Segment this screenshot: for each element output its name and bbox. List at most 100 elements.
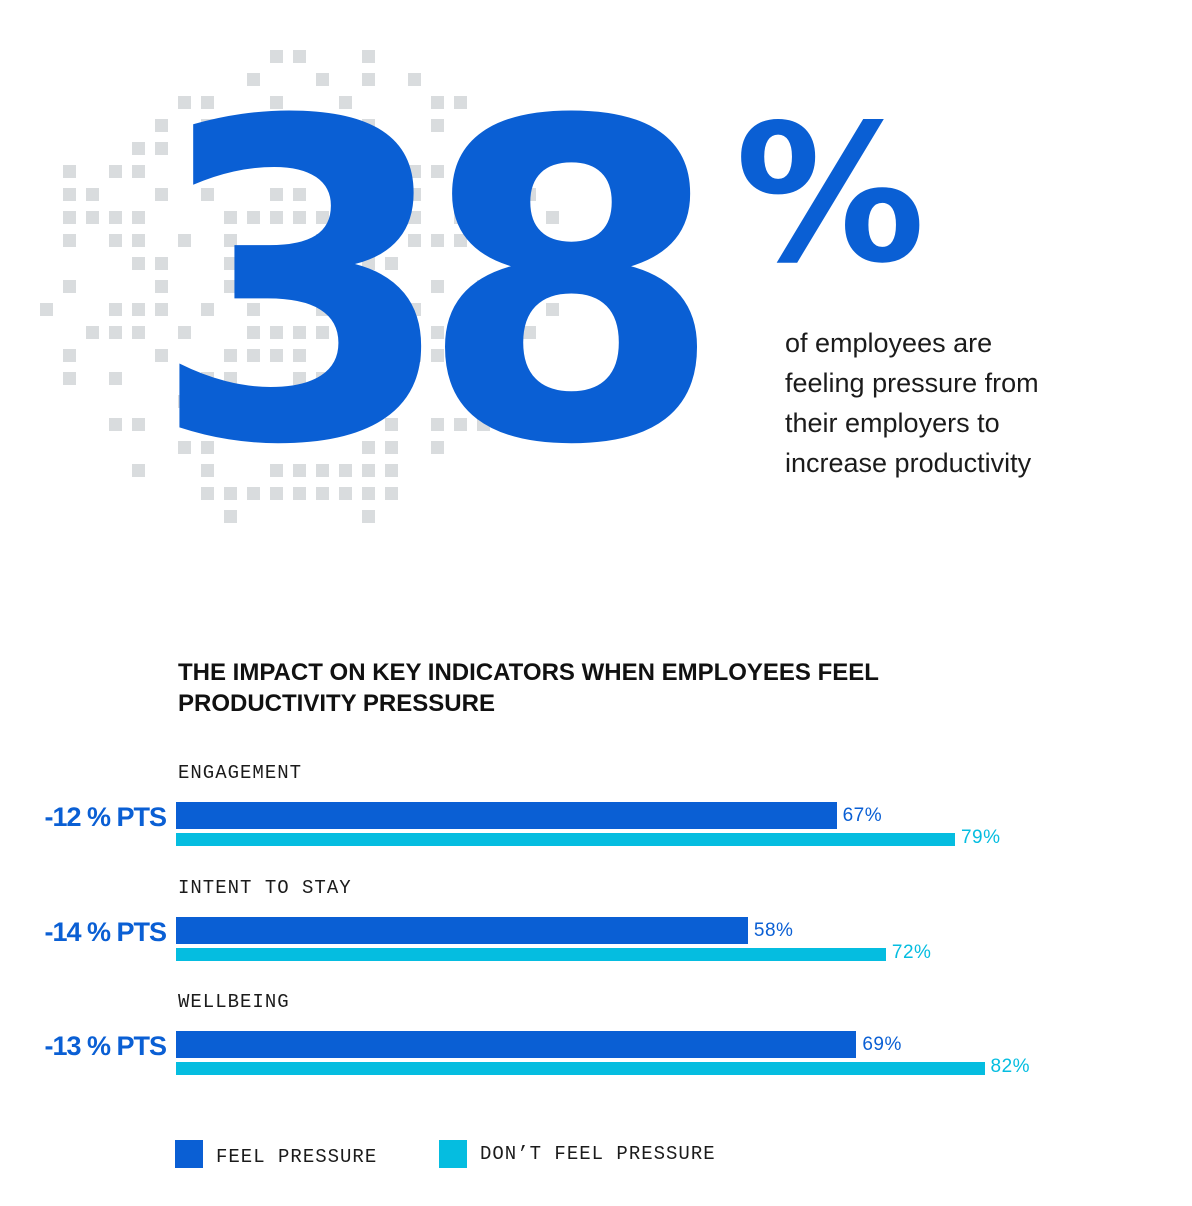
pixel-square [132, 326, 145, 339]
pixel-square [316, 280, 329, 293]
pixel-square [63, 211, 76, 224]
pixel-square [178, 395, 191, 408]
pixel-square [362, 73, 375, 86]
pixel-square [270, 96, 283, 109]
pixel-square [155, 142, 168, 155]
pixel-square [224, 349, 237, 362]
pixel-square [293, 395, 306, 408]
pixel-square [454, 349, 467, 362]
pixel-square [316, 303, 329, 316]
pixel-square [339, 165, 352, 178]
pixel-square [109, 418, 122, 431]
pixel-square [293, 119, 306, 132]
pixel-square [178, 234, 191, 247]
pixel-square [339, 142, 352, 155]
pixel-square [132, 234, 145, 247]
pixel-square [316, 418, 329, 431]
pixel-square [339, 395, 352, 408]
pixel-square [408, 303, 421, 316]
pixel-square [247, 211, 260, 224]
pixel-square [523, 188, 536, 201]
pixel-square [500, 165, 513, 178]
pixel-square [408, 349, 421, 362]
pixel-square [293, 50, 306, 63]
pixel-square [316, 119, 329, 132]
pixel-square [477, 418, 490, 431]
pixel-square [63, 188, 76, 201]
pixel-square [362, 234, 375, 247]
pixel-square [293, 188, 306, 201]
pixel-square [362, 211, 375, 224]
pixel-square [293, 257, 306, 270]
pixel-square [431, 119, 444, 132]
caption-line: of employees are [785, 328, 993, 358]
pixel-square [316, 234, 329, 247]
data-label: 67% [842, 805, 883, 826]
pixel-pattern-decoration [40, 50, 580, 550]
pixel-square [546, 280, 559, 293]
pixel-square [339, 211, 352, 224]
delta-label: -13 % PTS [44, 1031, 167, 1061]
pixel-square [362, 257, 375, 270]
pixel-square [201, 142, 214, 155]
pixel-square [109, 303, 122, 316]
pixel-square [201, 487, 214, 500]
pixel-square [63, 349, 76, 362]
bar-feel-pressure [176, 1031, 857, 1058]
pixel-square [109, 326, 122, 339]
pixel-square [247, 349, 260, 362]
pixel-square [500, 280, 513, 293]
pixel-square [362, 142, 375, 155]
pixel-square [247, 303, 260, 316]
pixel-square [385, 303, 398, 316]
pixel-square [109, 234, 122, 247]
legend-swatch-dont-feel-pressure [439, 1140, 467, 1168]
caption-line: feeling pressure from [785, 368, 1039, 398]
pixel-square [316, 464, 329, 477]
pixel-square [500, 303, 513, 316]
pixel-square [362, 50, 375, 63]
pixel-square [178, 326, 191, 339]
data-label: 79% [960, 827, 1001, 848]
pixel-square [132, 165, 145, 178]
pixel-square [224, 280, 237, 293]
delta-label: -12 % PTS [44, 802, 167, 832]
pixel-square [500, 142, 513, 155]
pixel-square [477, 395, 490, 408]
pixel-square [523, 326, 536, 339]
pixel-square [408, 73, 421, 86]
pixel-square [385, 211, 398, 224]
pixel-square [339, 326, 352, 339]
headline-stat-number: 38 [150, 29, 724, 541]
caption-line: their employers to [785, 408, 1000, 438]
pixel-square [155, 119, 168, 132]
pixel-square [40, 303, 53, 316]
pixel-square [431, 165, 444, 178]
pixel-square [201, 441, 214, 454]
category-label: ENGAGEMENT [178, 762, 303, 784]
bar-feel-pressure [176, 917, 748, 944]
pixel-square [132, 464, 145, 477]
pixel-square [270, 50, 283, 63]
pixel-square [385, 349, 398, 362]
bar-feel-pressure [176, 802, 837, 829]
pixel-square [431, 280, 444, 293]
pixel-square [155, 280, 168, 293]
pixel-square [362, 303, 375, 316]
pixel-square [385, 188, 398, 201]
pixel-square [408, 188, 421, 201]
pixel-square [431, 441, 444, 454]
legend-label: FEEL PRESSURE [216, 1146, 378, 1168]
pixel-square [500, 234, 513, 247]
pixel-square [86, 326, 99, 339]
pixel-square [224, 510, 237, 523]
pixel-square [477, 280, 490, 293]
pixel-square [431, 96, 444, 109]
pixel-square [316, 372, 329, 385]
pixel-square [132, 257, 145, 270]
pixel-square [477, 211, 490, 224]
category-label: INTENT TO STAY [178, 877, 352, 899]
pixel-square [454, 234, 467, 247]
pixel-square [454, 418, 467, 431]
pixel-square [477, 326, 490, 339]
